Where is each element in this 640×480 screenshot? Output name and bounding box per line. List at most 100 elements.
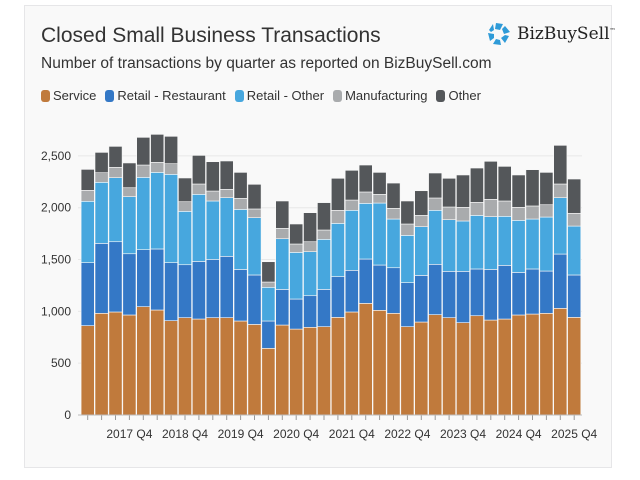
bar-segment-manufacturing[interactable] [539,204,554,218]
bar-segment-service[interactable] [136,306,151,416]
bar-segment-other[interactable] [372,172,387,195]
bar-segment-other[interactable] [469,167,484,203]
bar-segment-service[interactable] [233,320,248,416]
bar-segment-retail-restaurant[interactable] [358,258,373,304]
bar-segment-retail-other[interactable] [108,177,123,243]
bar-segment-service[interactable] [192,318,206,416]
bar-segment-retail-other[interactable] [275,238,290,290]
bar-segment-retail-restaurant[interactable] [428,264,443,315]
bar-segment-retail-restaurant[interactable] [539,270,554,314]
bar-segment-manufacturing[interactable] [289,243,304,253]
bar-segment-manufacturing[interactable] [192,183,206,195]
bar-segment-retail-restaurant[interactable] [567,274,582,318]
bar-segment-retail-other[interactable] [553,197,568,255]
bar-segment-retail-other[interactable] [192,194,206,262]
bar-segment-manufacturing[interactable] [525,205,540,220]
bar-segment-other[interactable] [233,172,248,199]
bar-segment-other[interactable] [219,160,234,190]
bar-segment-manufacturing[interactable] [372,194,387,204]
bar-segment-retail-other[interactable] [247,217,262,276]
bar-segment-retail-restaurant[interactable] [497,265,512,320]
bar-segment-retail-restaurant[interactable] [525,268,540,315]
bar-segment-other[interactable] [261,261,276,283]
bar-segment-retail-restaurant[interactable] [261,320,276,349]
bar-segment-service[interactable] [303,327,317,416]
legend-item-service[interactable]: Service [41,88,96,103]
bar-segment-manufacturing[interactable] [553,183,568,198]
bar-segment-other[interactable] [122,162,137,189]
bar-segment-manufacturing[interactable] [94,172,109,183]
bar-segment-service[interactable] [289,328,304,416]
legend-item-other[interactable]: Other [436,88,481,103]
bar-segment-retail-restaurant[interactable] [219,256,234,318]
bar-segment-service[interactable] [358,303,373,416]
legend-item-manufacturing[interactable]: Manufacturing [333,88,427,103]
bar-segment-service[interactable] [553,308,568,416]
bar-segment-retail-other[interactable] [400,235,415,283]
bar-segment-manufacturing[interactable] [414,215,429,227]
bar-segment-manufacturing[interactable] [247,208,262,218]
legend-item-retail-restaurant[interactable]: Retail - Restaurant [105,88,226,103]
bar-segment-retail-other[interactable] [442,219,456,272]
bar-segment-other[interactable] [164,136,178,164]
bar-segment-retail-other[interactable] [233,209,248,270]
bar-segment-service[interactable] [205,317,220,416]
bar-segment-retail-restaurant[interactable] [192,261,206,320]
bar-segment-service[interactable] [428,314,443,416]
bar-segment-retail-restaurant[interactable] [178,264,192,318]
bar-segment-service[interactable] [442,317,456,416]
bar-segment-manufacturing[interactable] [330,210,345,224]
bar-segment-retail-restaurant[interactable] [150,248,165,311]
bar-segment-other[interactable] [525,169,540,207]
bar-segment-other[interactable] [414,190,429,216]
bar-segment-other[interactable] [497,166,512,202]
bar-segment-other[interactable] [136,137,151,166]
bar-segment-manufacturing[interactable] [456,207,470,222]
bar-segment-manufacturing[interactable] [178,201,192,212]
bar-segment-service[interactable] [122,314,137,416]
bar-segment-service[interactable] [80,325,95,416]
bar-segment-service[interactable] [164,320,178,416]
bar-segment-service[interactable] [414,321,429,416]
bar-segment-retail-restaurant[interactable] [303,295,317,328]
bar-segment-other[interactable] [539,172,554,206]
bar-segment-retail-other[interactable] [372,202,387,266]
bar-segment-retail-restaurant[interactable] [400,282,415,328]
bar-segment-retail-restaurant[interactable] [80,262,95,326]
bar-segment-retail-restaurant[interactable] [164,262,178,321]
bar-segment-other[interactable] [344,170,359,201]
bar-segment-other[interactable] [94,152,109,173]
bar-segment-service[interactable] [247,324,262,416]
bar-segment-manufacturing[interactable] [219,189,234,198]
bar-segment-retail-other[interactable] [303,251,317,297]
bar-segment-manufacturing[interactable] [80,190,95,202]
bar-segment-other[interactable] [317,202,331,231]
bar-segment-manufacturing[interactable] [317,229,331,240]
bar-segment-retail-restaurant[interactable] [275,289,290,326]
bar-segment-service[interactable] [400,326,415,416]
bar-segment-other[interactable] [303,212,317,243]
bar-segment-other[interactable] [428,172,443,199]
bar-segment-service[interactable] [386,313,401,416]
bar-segment-retail-other[interactable] [330,223,345,277]
bar-segment-other[interactable] [511,174,526,208]
bar-segment-retail-restaurant[interactable] [553,253,568,309]
bar-segment-retail-other[interactable] [511,220,526,273]
bar-segment-manufacturing[interactable] [261,281,276,288]
bar-segment-other[interactable] [247,184,262,210]
bar-segment-service[interactable] [511,314,526,416]
bar-segment-other[interactable] [80,169,95,191]
bar-segment-service[interactable] [525,313,540,416]
bar-segment-retail-other[interactable] [94,182,109,244]
bar-segment-retail-restaurant[interactable] [511,272,526,316]
bar-segment-manufacturing[interactable] [428,197,443,211]
bar-segment-retail-other[interactable] [317,239,331,290]
bar-segment-manufacturing[interactable] [469,202,484,216]
bar-segment-service[interactable] [344,311,359,416]
bar-segment-other[interactable] [483,160,498,200]
bar-segment-other[interactable] [108,146,123,168]
bar-segment-retail-restaurant[interactable] [205,259,220,318]
bar-segment-manufacturing[interactable] [275,228,290,240]
bar-segment-service[interactable] [275,324,290,416]
bar-segment-retail-restaurant[interactable] [330,276,345,318]
